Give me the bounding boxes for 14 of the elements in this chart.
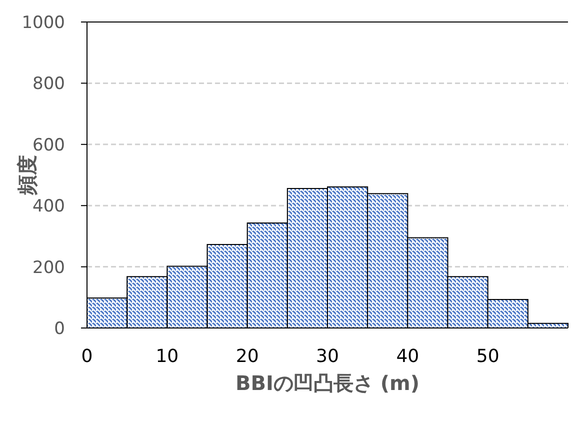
x-tick-label: 0 (81, 346, 93, 367)
x-tick-label: 10 (156, 346, 179, 367)
x-axis-title: BBIの凹凸長さ (m) (235, 371, 420, 395)
y-axis-title: 頻度 (15, 155, 39, 196)
y-tick-label: 1000 (22, 13, 65, 33)
x-tick-label: 30 (316, 346, 339, 367)
y-tick-label: 0 (54, 319, 65, 339)
x-tick-label: 40 (396, 346, 420, 367)
y-tick-label: 600 (32, 135, 65, 156)
y-tick-label: 400 (32, 196, 65, 217)
y-tick-label: 200 (32, 258, 65, 278)
x-tick-label: 50 (476, 346, 500, 367)
y-tick-label: 800 (32, 74, 65, 94)
x-tick-label: 20 (236, 346, 259, 367)
